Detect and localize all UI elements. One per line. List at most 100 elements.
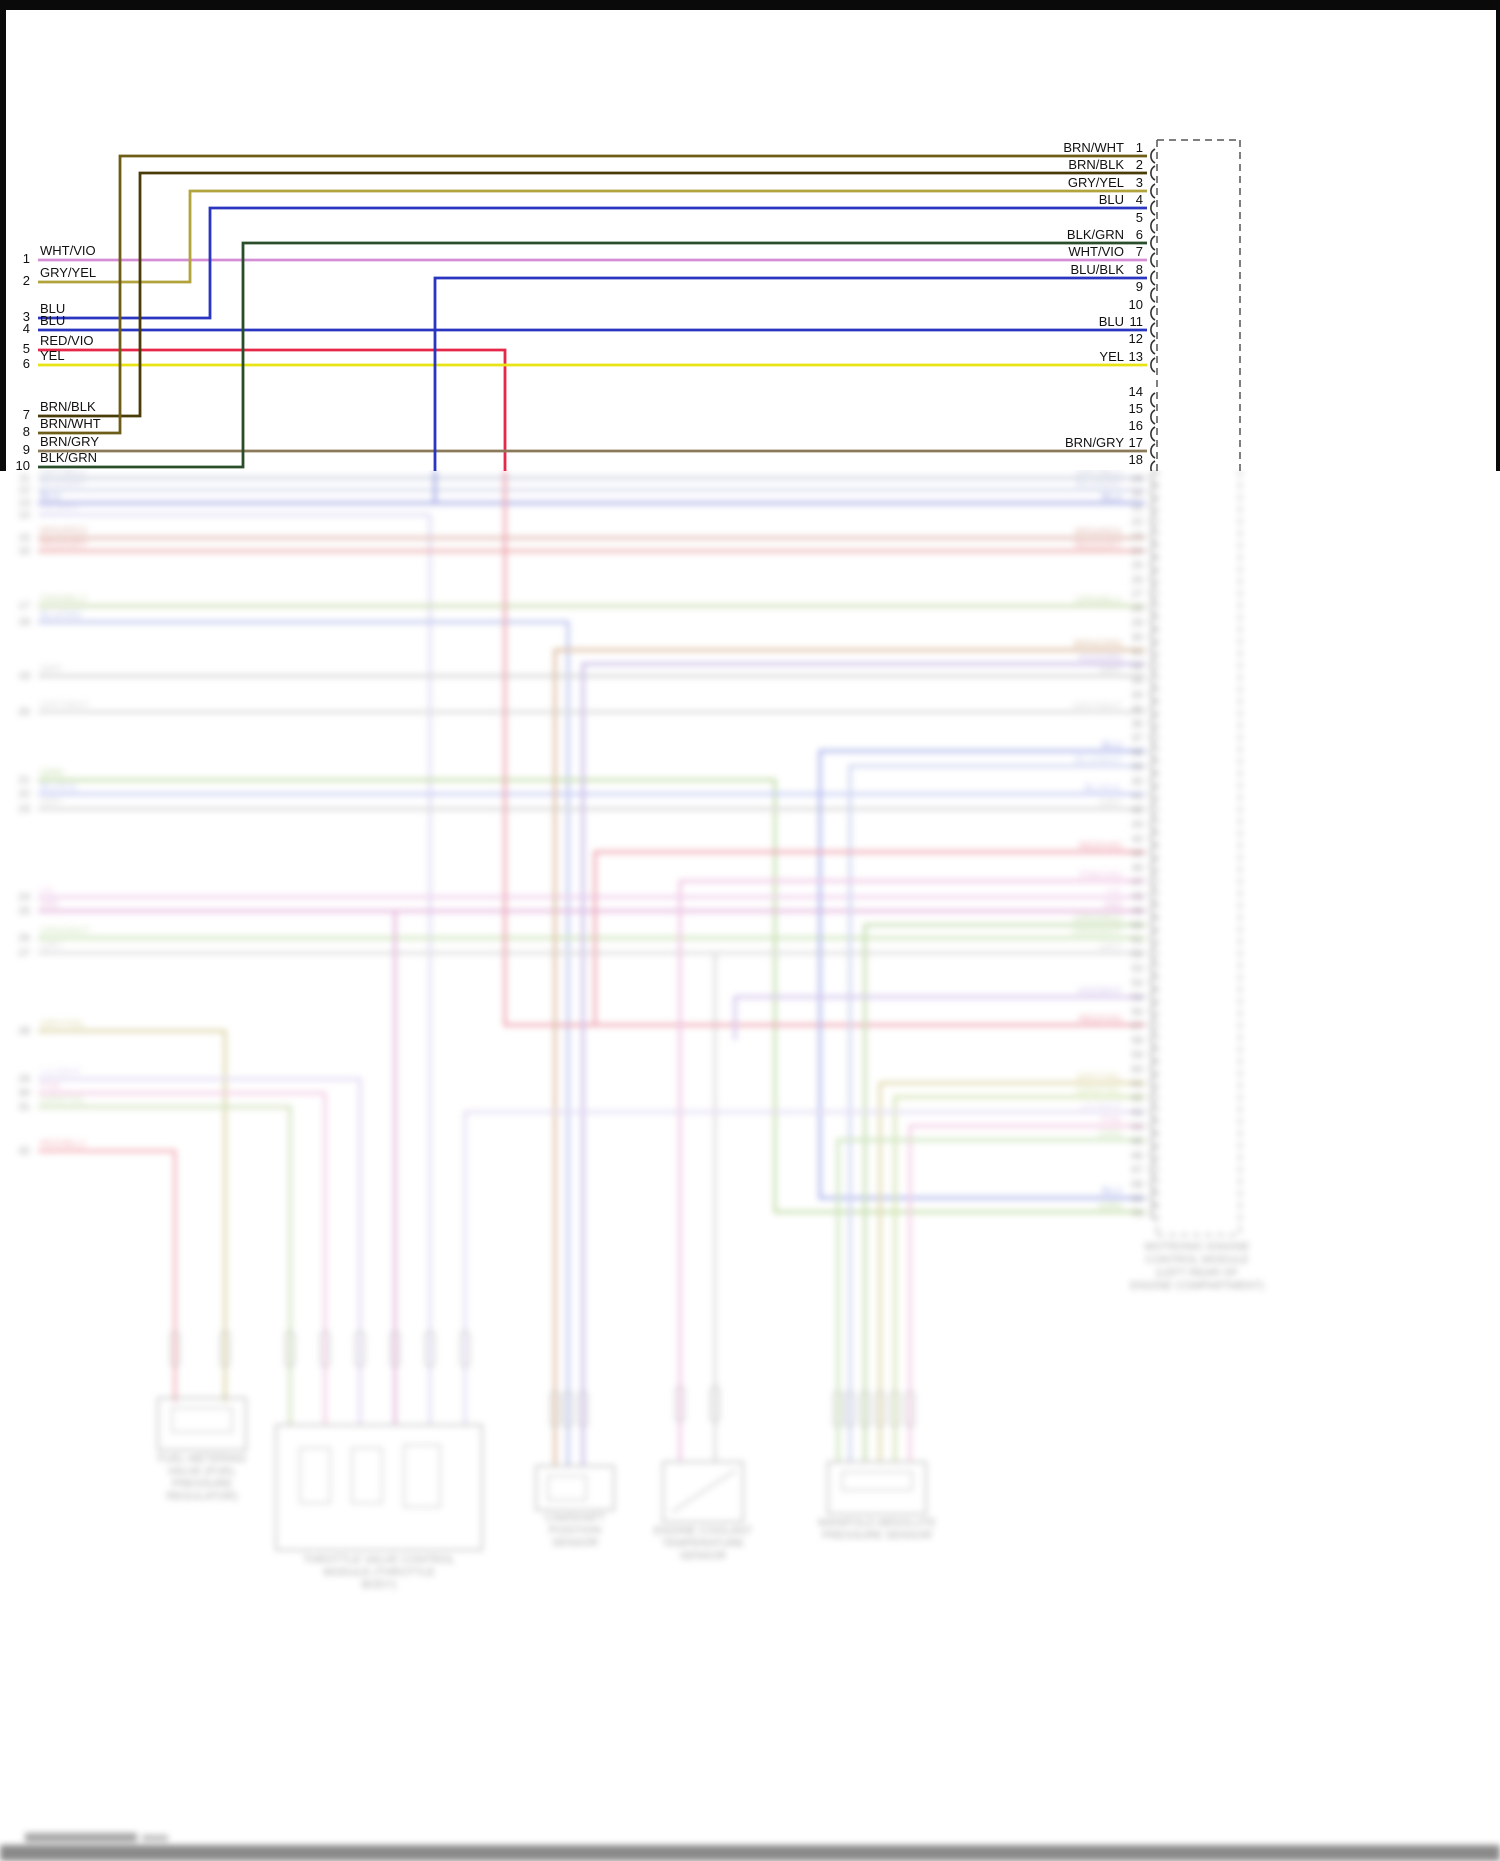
left-pin-number: 24 xyxy=(18,891,30,903)
right-pin-number: 35 xyxy=(1131,703,1143,715)
pin-bracket xyxy=(1150,287,1156,303)
right-pin-label: BLK/GRN xyxy=(1067,227,1124,242)
right-pin-number: 47 xyxy=(1131,876,1143,888)
wire xyxy=(38,1091,327,1425)
watermark-blur xyxy=(142,1835,168,1841)
right-pin-label: GRY/BLU xyxy=(1076,470,1122,478)
pin-bracket xyxy=(1150,844,1156,861)
component-inner xyxy=(171,1407,233,1433)
right-pin-number: 42 xyxy=(1131,804,1143,816)
right-pin-number: 41 xyxy=(1131,790,1143,802)
right-pin-number: 22 xyxy=(1131,516,1143,528)
right-pin-label: RED/VIO xyxy=(1079,1013,1122,1025)
left-pin-number: 8 xyxy=(23,424,30,439)
left-pin-label: YEL xyxy=(40,348,65,363)
inline-connector xyxy=(169,1331,181,1367)
left-pin-number: 27 xyxy=(18,947,30,959)
right-pin-number: 9 xyxy=(1136,279,1143,294)
pin-bracket xyxy=(1150,484,1156,501)
right-pin-label: GRN/YEL xyxy=(1076,1085,1122,1097)
component-label: PRESSURE SENSOR xyxy=(822,1530,932,1542)
left-pin-label: WHT/VIO xyxy=(40,243,96,258)
component-label: PRESSURE xyxy=(172,1478,233,1490)
right-pin-number: 20 xyxy=(1131,487,1143,499)
inline-connector xyxy=(859,1391,871,1427)
right-pin-number: 18 xyxy=(1129,452,1143,467)
pin-bracket xyxy=(1150,322,1156,338)
pin-bracket xyxy=(1150,887,1156,904)
right-pin-number: 17 xyxy=(1129,435,1143,450)
wire xyxy=(678,879,1145,1462)
wire xyxy=(818,749,1145,1200)
left-pin-number: 16 xyxy=(18,545,30,557)
right-pin-label: VIO xyxy=(1104,899,1122,911)
right-pin-number: 10 xyxy=(1129,297,1143,312)
left-pin-number: 9 xyxy=(23,442,30,457)
inline-connector xyxy=(577,1391,589,1427)
right-pin-label: GRY xyxy=(1099,797,1122,809)
right-pin-number: 24 xyxy=(1131,545,1143,557)
pin-bracket xyxy=(1150,916,1156,933)
pin-bracket xyxy=(1150,671,1156,688)
pin-bracket xyxy=(1150,815,1156,832)
left-pin-number: 12 xyxy=(18,484,30,496)
right-pin-label: GRN/WHT xyxy=(1072,926,1123,938)
right-pin-label: BRN/BLK xyxy=(1068,157,1124,172)
right-pin-label: GRY/YEL xyxy=(1077,1071,1122,1083)
inline-connector xyxy=(904,1391,916,1427)
component-box xyxy=(827,1461,927,1515)
pin-bracket xyxy=(1150,1017,1156,1033)
component-label: VALVE (FUEL xyxy=(168,1466,237,1478)
right-pin-number: 51 xyxy=(1131,934,1143,946)
pin-bracket xyxy=(1150,1103,1156,1120)
left-pin-number: 6 xyxy=(23,356,30,371)
pin-bracket xyxy=(1150,252,1156,268)
wire xyxy=(38,513,432,1425)
pin-bracket xyxy=(1150,165,1156,181)
inline-connector xyxy=(319,1331,331,1367)
right-pin-number: 59 xyxy=(1131,1049,1143,1061)
component-label: FUEL METERING xyxy=(158,1453,247,1465)
component-inner xyxy=(841,1471,913,1491)
left-pin-number: 19 xyxy=(18,670,30,682)
right-pin-number: 55 xyxy=(1131,991,1143,1003)
right-pin-number: 63 xyxy=(1131,1107,1143,1119)
pin-bracket xyxy=(1150,513,1156,529)
right-pin-label: GRN xyxy=(1099,1200,1122,1212)
inline-connector xyxy=(389,1331,401,1367)
right-pin-number: 14 xyxy=(1129,384,1143,399)
right-pin-number: 39 xyxy=(1131,761,1143,773)
right-pin-number: 25 xyxy=(1131,559,1143,571)
component-inner xyxy=(351,1447,383,1504)
pin-bracket xyxy=(1150,1175,1156,1192)
component-label: POSITION xyxy=(549,1525,602,1537)
component-label: CAMSHAFT xyxy=(545,1512,606,1524)
right-pin-number: 30 xyxy=(1131,631,1143,643)
module-label: MOTRONIC ENGINE xyxy=(1144,1241,1249,1253)
right-pin-label: BLU xyxy=(1099,314,1124,329)
pin-bracket xyxy=(1150,1075,1156,1091)
right-pin-number: 19 xyxy=(1131,473,1143,485)
right-pin-number: 23 xyxy=(1131,531,1143,543)
right-pin-number: 26 xyxy=(1131,574,1143,586)
component-box xyxy=(157,1397,247,1451)
inline-connector xyxy=(219,1331,231,1367)
left-pin-number: 25 xyxy=(18,905,30,917)
pin-bracket xyxy=(1150,1003,1156,1019)
right-pin-number: 70 xyxy=(1131,1207,1143,1219)
left-pin-label: BLU xyxy=(40,313,65,328)
component-label: SENSOR xyxy=(552,1537,599,1549)
pin-bracket xyxy=(1150,527,1156,544)
pin-bracket xyxy=(1150,1161,1156,1177)
right-pin-label: PNK xyxy=(1100,1114,1122,1126)
right-pin-label: GRN/RED xyxy=(1074,913,1123,925)
pin-bracket xyxy=(1150,305,1156,321)
right-pin-number: 58 xyxy=(1131,1035,1143,1047)
right-pin-number: 54 xyxy=(1131,977,1143,989)
wire xyxy=(893,1095,1145,1462)
right-pin-label: VIO/WHT xyxy=(1077,985,1122,997)
right-pin-number: 5 xyxy=(1136,210,1143,225)
frame-right xyxy=(1496,0,1500,471)
pin-bracket xyxy=(1150,643,1156,659)
